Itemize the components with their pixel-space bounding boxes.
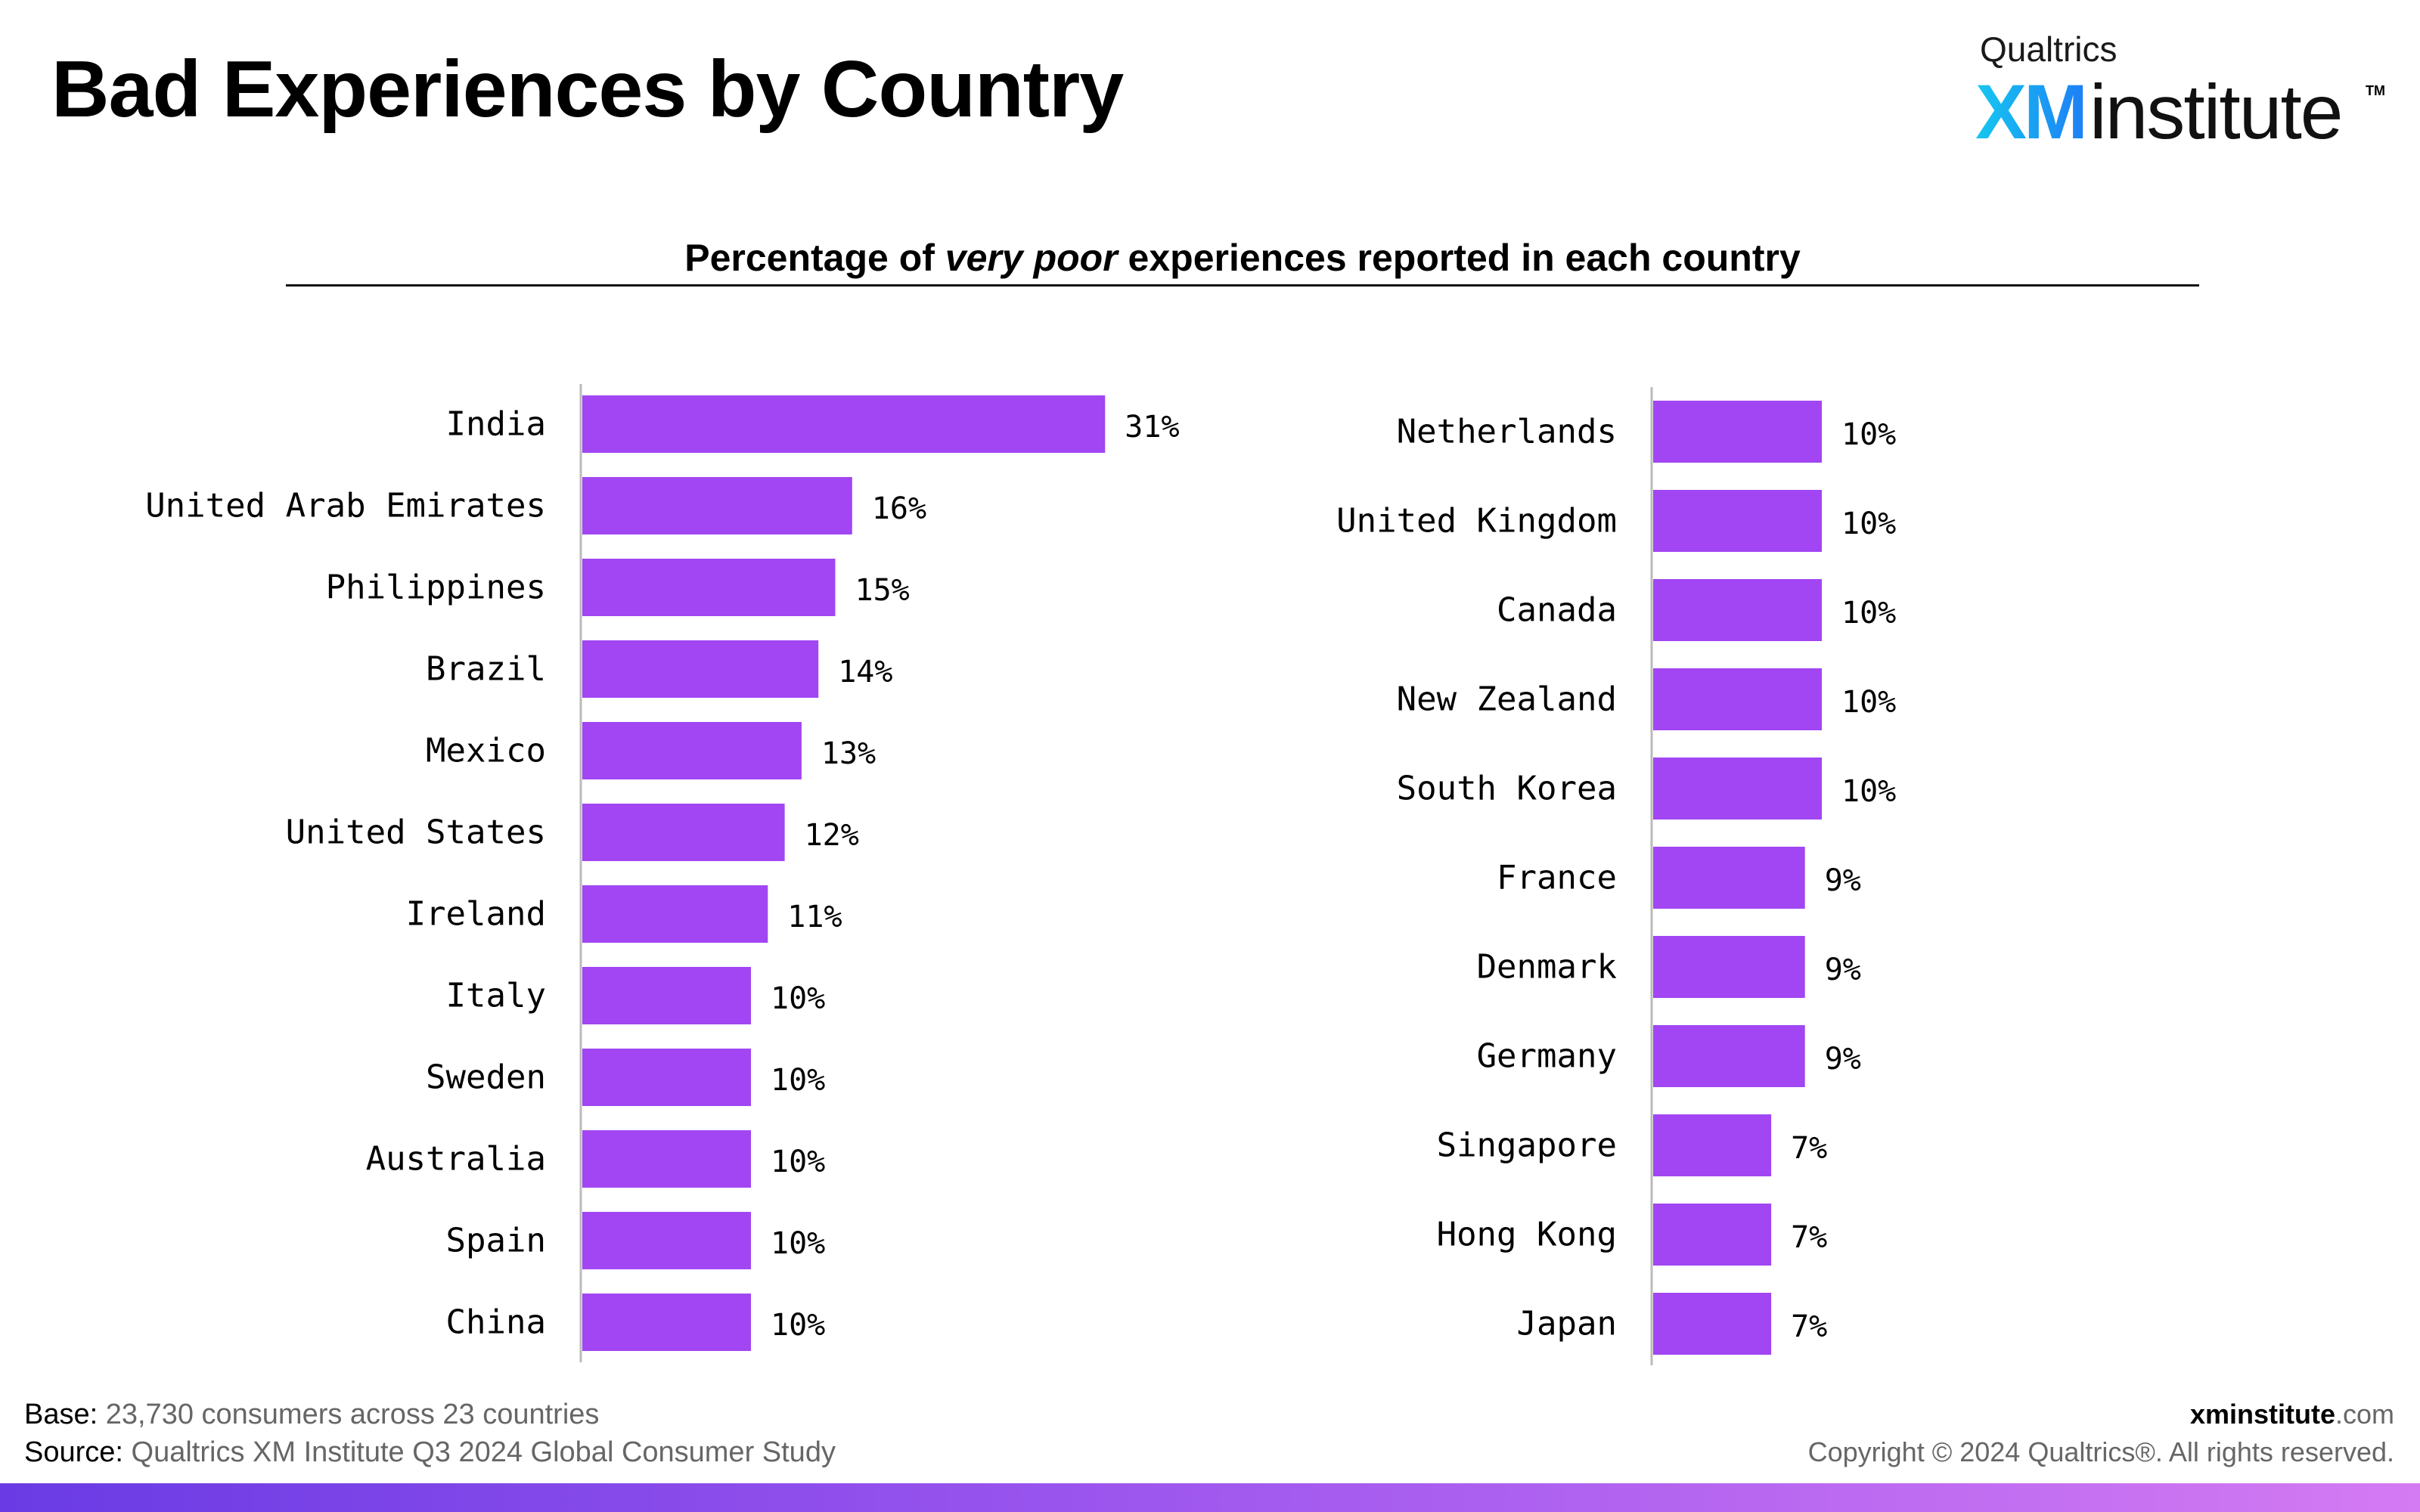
logo-wordmark: XMinstitute (1975, 68, 2344, 156)
category-label: United Kingdom (1336, 502, 1617, 541)
category-label: Netherlands (1397, 413, 1617, 451)
category-label: United States (286, 813, 546, 852)
data-label: 14% (838, 655, 892, 689)
bar (1653, 490, 1822, 552)
logo-institute-text: institute (2090, 69, 2344, 155)
data-label: 11% (787, 900, 842, 934)
xm-institute-logo: Qualtrics XMinstitute TM (1975, 29, 2385, 155)
data-label: 9% (1825, 863, 1861, 898)
bar (582, 1212, 751, 1269)
bar (1653, 1114, 1772, 1176)
bar (582, 722, 802, 779)
data-label: 10% (1841, 685, 1896, 720)
category-label: Ireland (406, 895, 546, 934)
category-label: Sweden (426, 1058, 546, 1097)
category-label: Canada (1497, 591, 1617, 630)
website-link[interactable]: xminstitute.com (1808, 1396, 2394, 1433)
chart-subtitle-emphasis: very poor (945, 237, 1118, 279)
base-note: Base: 23,730 consumers across 23 countri… (24, 1396, 836, 1433)
bar (1653, 401, 1822, 463)
footer-credits: xminstitute.com Copyright © 2024 Qualtri… (1808, 1396, 2394, 1471)
bar (1653, 579, 1822, 641)
category-label: France (1497, 859, 1617, 897)
chart-subtitle-post: experiences reported in each country (1117, 237, 1801, 279)
category-label: South Korea (1397, 770, 1617, 808)
chart-subtitle-pre: Percentage of (684, 237, 945, 279)
category-label: Philippines (326, 569, 546, 607)
bar (1653, 1025, 1805, 1087)
data-label: 10% (771, 981, 825, 1016)
category-label: United Arab Emirates (145, 487, 546, 525)
data-label: 7% (1791, 1220, 1827, 1255)
data-label: 15% (855, 573, 910, 608)
brand-gradient-bar (0, 1483, 2420, 1512)
source-note: Source: Qualtrics XM Institute Q3 2024 G… (24, 1433, 836, 1471)
bar (1653, 847, 1805, 909)
category-label: Singapore (1437, 1126, 1617, 1165)
copyright-text: Copyright © 2024 Qualtrics®. All rights … (1807, 1436, 2394, 1467)
base-label: Base: (24, 1399, 98, 1430)
data-label: 7% (1791, 1309, 1827, 1344)
bar (582, 804, 785, 861)
category-label: Germany (1477, 1037, 1617, 1076)
data-label: 9% (1825, 953, 1861, 987)
bar (582, 885, 768, 943)
data-label: 10% (771, 1145, 825, 1179)
category-label: China (446, 1303, 546, 1342)
bar (1653, 936, 1805, 998)
data-label: 10% (771, 1226, 825, 1261)
bar (1653, 668, 1822, 730)
bar (582, 1049, 751, 1106)
footer-notes: Base: 23,730 consumers across 23 countri… (24, 1396, 836, 1471)
bar (582, 477, 852, 534)
data-label: 13% (821, 736, 876, 771)
data-label: 10% (771, 1308, 825, 1343)
data-label: 7% (1791, 1131, 1827, 1166)
category-label: India (446, 405, 546, 444)
bar (1653, 1293, 1772, 1355)
category-label: Mexico (426, 732, 546, 770)
data-label: 10% (771, 1063, 825, 1098)
bar (1653, 1204, 1772, 1266)
bar (582, 1130, 751, 1188)
data-label: 10% (1841, 774, 1896, 809)
category-label: Spain (446, 1222, 546, 1260)
bar (582, 395, 1106, 453)
category-label: Japan (1517, 1305, 1617, 1343)
category-label: Denmark (1477, 948, 1617, 987)
website-name: xminstitute (2189, 1399, 2335, 1430)
data-label: 10% (1841, 596, 1896, 631)
data-label: 12% (805, 818, 859, 853)
source-label: Source: (24, 1436, 123, 1468)
logo-trademark: TM (2366, 83, 2385, 98)
category-label: Hong Kong (1437, 1216, 1617, 1254)
base-text: 23,730 consumers across 23 countries (98, 1399, 600, 1430)
data-label: 10% (1841, 507, 1896, 541)
logo-brand-text: Qualtrics (1980, 29, 2118, 69)
page-title: Bad Experiences by Country (51, 45, 1124, 134)
data-label: 16% (872, 491, 926, 526)
category-label: New Zealand (1397, 680, 1617, 719)
website-tld: .com (2335, 1399, 2394, 1430)
category-label: Italy (446, 977, 546, 1015)
data-label: 10% (1841, 417, 1896, 452)
category-label: Brazil (426, 650, 546, 689)
logo-xm-text: XM (1975, 69, 2088, 155)
source-text: Qualtrics XM Institute Q3 2024 Global Co… (123, 1436, 836, 1468)
data-label: 31% (1125, 410, 1179, 445)
chart-subtitle: Percentage of very poor experiences repo… (286, 236, 2199, 280)
bar (1653, 758, 1822, 820)
data-label: 9% (1825, 1042, 1861, 1077)
category-label: Australia (366, 1140, 546, 1179)
bar (582, 640, 819, 698)
bar (582, 967, 751, 1024)
subtitle-underline (286, 284, 2199, 287)
bar (582, 559, 836, 616)
bar (582, 1294, 751, 1351)
